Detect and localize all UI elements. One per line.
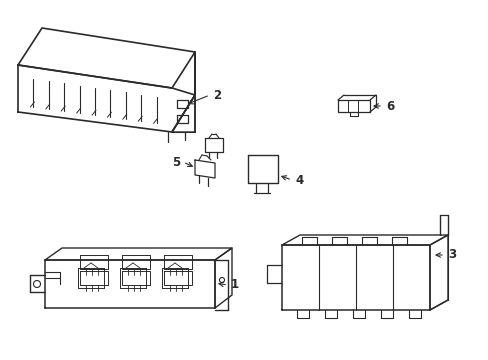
Text: 2: 2 [213,89,221,102]
Text: 6: 6 [385,99,393,113]
Text: 5: 5 [171,156,180,168]
Text: 4: 4 [294,174,303,186]
Text: 1: 1 [230,279,239,292]
Text: 3: 3 [447,248,455,261]
